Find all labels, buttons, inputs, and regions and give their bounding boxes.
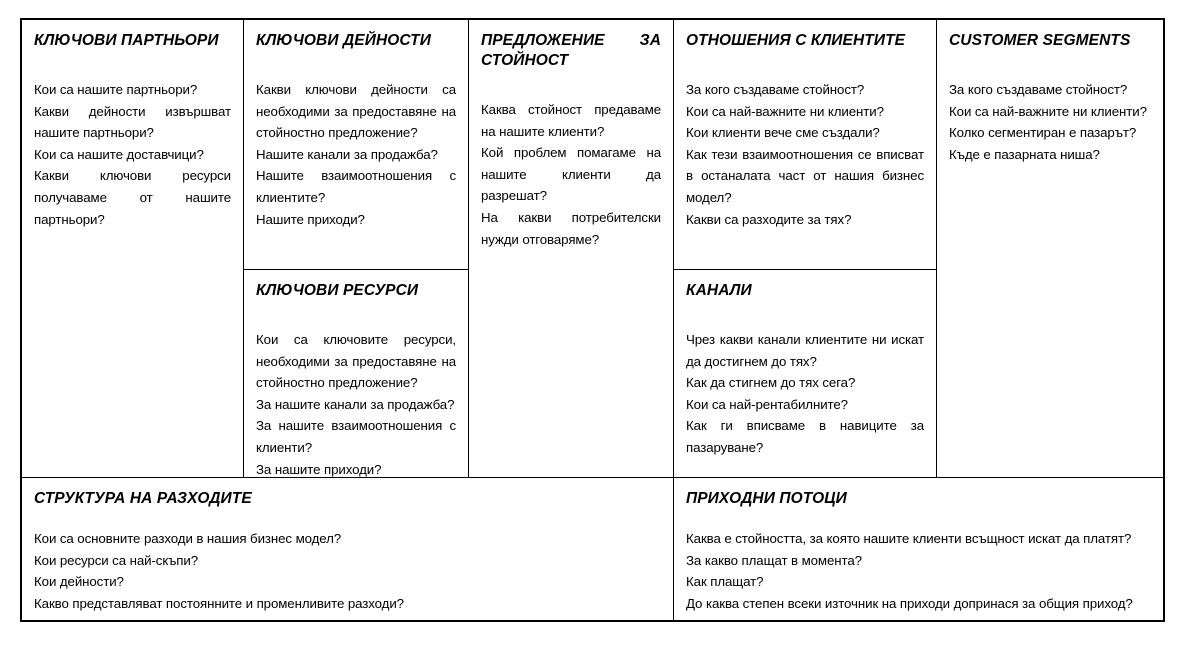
question: За нашите приходи? bbox=[256, 461, 382, 477]
question-list: Кои са ключовите ресурси, необходими за … bbox=[256, 329, 456, 477]
question: Каква е стойността, за която нашите клие… bbox=[686, 531, 1132, 546]
question: За нашите канали за продажба? bbox=[256, 396, 455, 412]
question: Нашите приходи? bbox=[256, 211, 365, 227]
question-list: Кои са нашите партньори? Какви дейности … bbox=[34, 79, 231, 230]
question: Нашите взаимоотношения с клиентите? bbox=[256, 168, 456, 205]
question: Колко сегментиран е пазарът? bbox=[949, 125, 1137, 141]
question: Как да стигнем до тях сега? bbox=[686, 375, 856, 391]
block-title: ПРЕДЛОЖЕНИЕ ЗА СТОЙНОСТ bbox=[481, 32, 661, 69]
question: Каква стойност предаваме на нашите клиен… bbox=[481, 102, 661, 139]
question: Кои са нашите доставчици? bbox=[34, 146, 204, 162]
question: Кои са ключовите ресурси, необходими за … bbox=[256, 332, 456, 391]
block-channels: КАНАЛИ Чрез какви канали клиентите ни ис… bbox=[674, 270, 937, 478]
block-title: КЛЮЧОВИ ДЕЙНОСТИ bbox=[256, 32, 431, 49]
question: Кои клиенти вече сме създали? bbox=[686, 125, 880, 141]
question-list: За кого създаваме стойност? Кои са най-в… bbox=[949, 79, 1151, 165]
block-value-proposition: ПРЕДЛОЖЕНИЕ ЗА СТОЙНОСТ Каква стойност п… bbox=[469, 20, 674, 478]
question: За кого създаваме стойност? bbox=[949, 82, 1128, 97]
block-title: CUSTOMER SEGMENTS bbox=[949, 32, 1131, 49]
block-customer-segments: CUSTOMER SEGMENTS За кого създаваме стой… bbox=[937, 20, 1163, 478]
question: Какви дейности извършват нашите партньор… bbox=[34, 103, 231, 141]
question-list: Чрез какви канали клиентите ни искат да … bbox=[686, 329, 924, 459]
question-list: Каква стойност предаваме на нашите клиен… bbox=[481, 99, 661, 250]
block-customer-relationships: ОТНОШЕНИЯ С КЛИЕНТИТЕ За кого създаваме … bbox=[674, 20, 937, 270]
question: Къде е пазарната ниша? bbox=[949, 146, 1100, 162]
question: За нашите взаимоотношения с клиенти? bbox=[256, 418, 456, 455]
question: Кои са нашите партньори? bbox=[34, 82, 198, 97]
question: Какви са разходите за тях? bbox=[686, 211, 852, 227]
question: За какво плащат в момента? bbox=[686, 552, 862, 568]
block-cost-structure: СТРУКТУРА НА РАЗХОДИТЕ Кои са основните … bbox=[22, 478, 674, 620]
block-title: СТРУКТУРА НА РАЗХОДИТЕ bbox=[34, 490, 252, 507]
question: Кой проблем помагаме на нашите клиенти д… bbox=[481, 145, 661, 204]
question: За кого създаваме стойност? bbox=[686, 82, 865, 97]
block-key-activities: КЛЮЧОВИ ДЕЙНОСТИ Какви ключови дейности … bbox=[244, 20, 469, 270]
question: Какви ключови дейности са необходими за … bbox=[256, 82, 456, 141]
block-key-partners: КЛЮЧОВИ ПАРТНЬОРИ Кои са нашите партньор… bbox=[22, 20, 244, 478]
block-title: КЛЮЧОВИ РЕСУРСИ bbox=[256, 282, 419, 299]
question: Кои дейности? bbox=[34, 574, 124, 590]
question: Какви ключови ресурси получаваме от наши… bbox=[34, 168, 231, 227]
block-title: КЛЮЧОВИ ПАРТНЬОРИ bbox=[34, 32, 219, 49]
block-title: КАНАЛИ bbox=[686, 282, 752, 299]
question: Какво представляват постоянните и промен… bbox=[34, 595, 404, 611]
question: Как плащат? bbox=[686, 574, 764, 590]
question-list: Какви ключови дейности са необходими за … bbox=[256, 79, 456, 230]
question: Как тези взаимоотношения се вписват в ос… bbox=[686, 146, 924, 205]
question: Кои са най-важните ни клиенти? bbox=[949, 103, 1147, 119]
block-key-resources: КЛЮЧОВИ РЕСУРСИ Кои са ключовите ресурси… bbox=[244, 270, 469, 478]
question: Нашите канали за продажба? bbox=[256, 146, 438, 162]
block-title: ОТНОШЕНИЯ С КЛИЕНТИТЕ bbox=[686, 32, 906, 49]
block-revenue-streams: ПРИХОДНИ ПОТОЦИ Каква е стойността, за к… bbox=[674, 478, 1163, 620]
question: На какви потребителски нужди отговаряме? bbox=[481, 209, 661, 247]
question: Кои ресурси са най-скъпи? bbox=[34, 552, 198, 568]
block-title: ПРИХОДНИ ПОТОЦИ bbox=[686, 490, 847, 507]
question-list: Кои са основните разходи в нашия бизнес … bbox=[34, 528, 661, 614]
question-list: За кого създаваме стойност? Кои са най-в… bbox=[686, 79, 924, 230]
question: Кои са най-важните ни клиенти? bbox=[686, 103, 884, 119]
question: Чрез какви канали клиентите ни искат да … bbox=[686, 332, 924, 369]
question: Как ги вписваме в навиците за пазаруване… bbox=[686, 418, 924, 455]
question: Кои са основните разходи в нашия бизнес … bbox=[34, 531, 342, 546]
question-list: Каква е стойността, за която нашите клие… bbox=[686, 528, 1151, 614]
question: До каква степен всеки източник на приход… bbox=[686, 595, 1133, 611]
business-model-canvas-table: КЛЮЧОВИ ПАРТНЬОРИ Кои са нашите партньор… bbox=[20, 18, 1165, 622]
question: Кои са най-рентабилните? bbox=[686, 396, 848, 412]
